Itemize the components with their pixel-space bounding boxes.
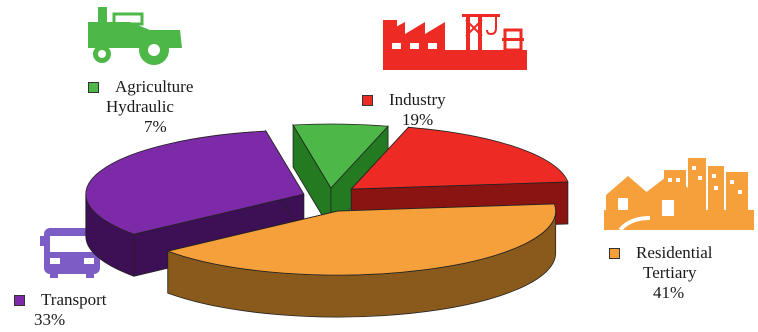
pie-slices [85,123,569,318]
legend-swatch-residential [609,247,620,259]
legend-industry: Industry 19% [362,90,446,130]
legend-label: Tertiary [643,263,697,282]
legend-label: Hydraulic [106,97,174,116]
houses-icon [604,158,754,232]
legend-residential: Residential Tertiary 41% [609,243,712,303]
legend-swatch-industry [362,94,373,106]
pie-slice [166,203,557,318]
pie-slice-top [166,203,557,276]
pie-slice-top [85,130,305,235]
tractor-icon [88,7,182,65]
pie-slice-top [350,126,569,190]
legend-swatch-transport [14,294,25,306]
legend-transport: Transport 33% [14,290,107,330]
legend-label: Industry [389,90,446,109]
pie-slice-top [292,123,389,189]
legend-label: Transport [41,290,107,309]
factory-icon [383,14,527,70]
legend-label: Residential [636,243,713,262]
legend-value: 33% [34,310,66,329]
legend-agriculture: Agriculture Hydraulic 7% [88,77,193,137]
legend-label: Agriculture [115,77,194,96]
legend-swatch-agriculture [88,81,99,93]
legend-value: 7% [144,117,167,136]
legend-value: 41% [653,283,685,302]
legend-value: 19% [402,110,434,129]
